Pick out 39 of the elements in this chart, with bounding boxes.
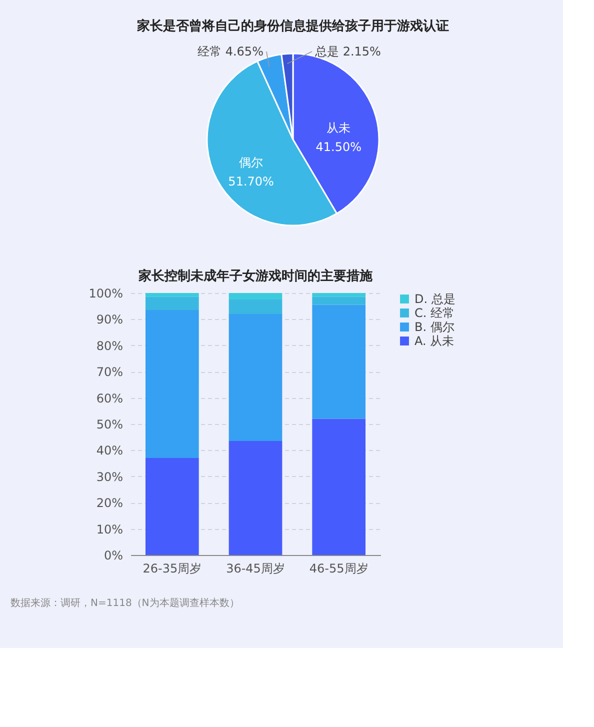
bar — [146, 293, 199, 297]
bar — [312, 418, 366, 555]
y-tick-label: 20% — [96, 496, 123, 510]
bar — [146, 458, 199, 555]
source-note: 数据来源：调研，N=1118（N为本题调查样本数） — [10, 597, 240, 609]
y-tick-label: 50% — [96, 418, 123, 432]
bar — [312, 304, 366, 419]
legend-label: C. 经常 — [414, 306, 455, 320]
y-tick-label: 100% — [88, 286, 123, 300]
bar — [228, 314, 282, 442]
x-tick-label: 46-55周岁 — [309, 562, 368, 576]
bar — [312, 296, 366, 305]
slice-label: 经常 4.65% — [198, 44, 264, 58]
slice-label: 从未 — [326, 121, 351, 136]
chart-title: 家长是否曾将自己的身份信息提供给孩子用于游戏认证 — [136, 18, 449, 34]
x-tick-label: 36-45周岁 — [226, 562, 285, 576]
y-tick-label: 0% — [104, 548, 123, 562]
legend-label: B. 偶尔 — [414, 320, 454, 334]
bar — [146, 296, 199, 310]
bar — [312, 293, 366, 297]
data-label: 41.50% — [316, 140, 362, 154]
chart-title: 家长控制未成年子女游戏时间的主要措施 — [138, 268, 374, 284]
y-tick-label: 40% — [96, 444, 123, 458]
y-tick-label: 80% — [96, 338, 123, 353]
legend-label: D. 总是 — [414, 292, 456, 306]
bar — [228, 293, 282, 300]
y-tick-label: 30% — [96, 470, 123, 484]
y-tick-label: 90% — [96, 312, 123, 327]
y-tick-label: 10% — [96, 522, 123, 536]
y-tick-label: 60% — [96, 391, 123, 406]
bar — [228, 441, 282, 555]
y-tick-label: 70% — [96, 365, 123, 380]
x-tick-label: 26-35周岁 — [142, 562, 202, 576]
legend-label: A. 从未 — [414, 334, 454, 348]
slice-label: 总是 2.15% — [314, 44, 381, 58]
bar — [228, 300, 282, 314]
bar — [146, 310, 199, 458]
data-label: 51.70% — [228, 174, 274, 188]
slice-label: 偶尔 — [239, 155, 264, 170]
